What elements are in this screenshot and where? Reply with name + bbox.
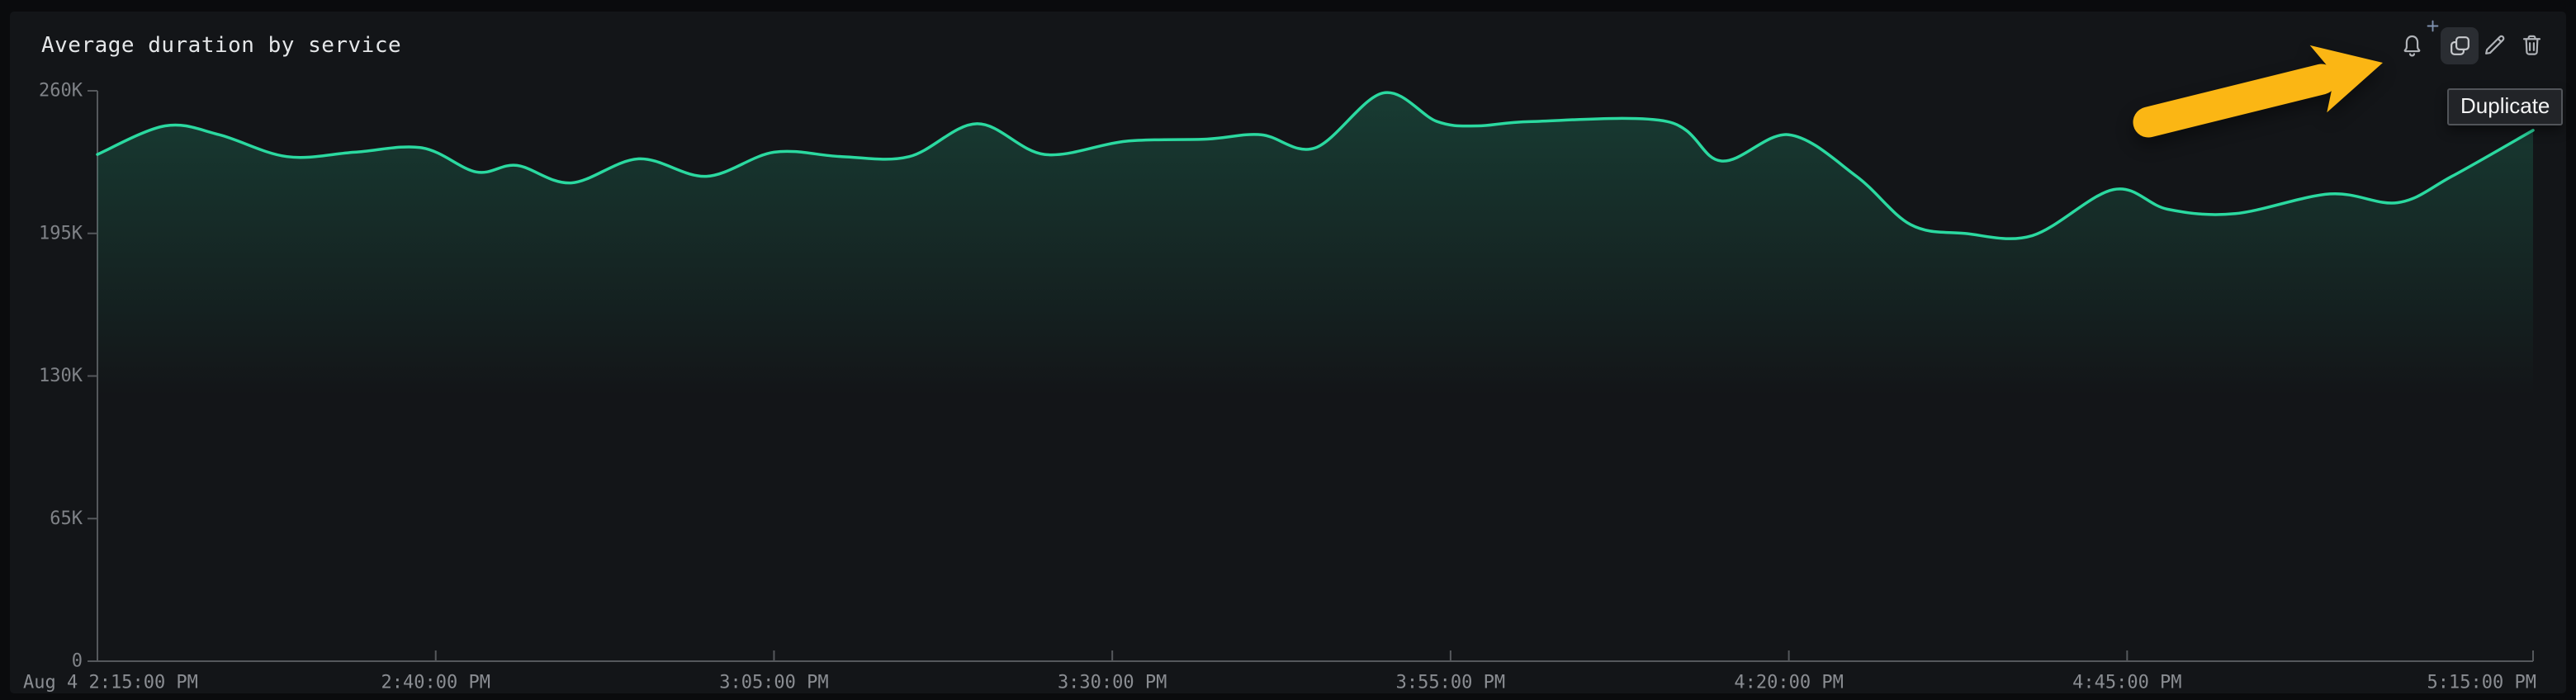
- panel-title: Average duration by service: [41, 33, 402, 58]
- x-tick-label: 3:55:00 PM: [1396, 673, 1505, 693]
- trash-icon: [2522, 35, 2540, 55]
- x-tick-label: 3:05:00 PM: [719, 673, 828, 693]
- x-tick-label: 4:20:00 PM: [1734, 673, 1843, 693]
- y-tick-label: 0: [72, 651, 83, 672]
- edit-button[interactable]: [2479, 30, 2509, 59]
- y-tick-label: 260K: [39, 81, 83, 102]
- x-tick-label: 2:40:00 PM: [381, 673, 490, 693]
- copy-icon: [2450, 36, 2469, 55]
- axes: 0 65K 130K 195K 260K Aug 4 2:15:00 PM 2:40:00 …: [23, 81, 2536, 693]
- plus-icon: [2427, 20, 2439, 32]
- y-tick-label: 195K: [39, 223, 83, 244]
- series-line: [96, 91, 2535, 661]
- bell-icon: [2403, 35, 2420, 56]
- add-alert-button[interactable]: [2397, 31, 2427, 60]
- x-tick-label: 3:30:00 PM: [1058, 673, 1167, 693]
- y-tick-label: 130K: [39, 366, 83, 386]
- duplicate-button[interactable]: [2441, 27, 2479, 64]
- delete-button[interactable]: [2517, 30, 2546, 59]
- series-area: [97, 92, 2533, 661]
- pencil-icon: [2484, 35, 2504, 54]
- x-tick-label: 5:15:00 PM: [2427, 673, 2536, 693]
- series-path: [96, 91, 2535, 240]
- y-tick-label: 65K: [50, 508, 83, 529]
- x-tick-label: 4:45:00 PM: [2072, 673, 2181, 693]
- x-tick-label: Aug 4 2:15:00 PM: [23, 673, 198, 693]
- duplicate-tooltip: Duplicate: [2447, 88, 2564, 125]
